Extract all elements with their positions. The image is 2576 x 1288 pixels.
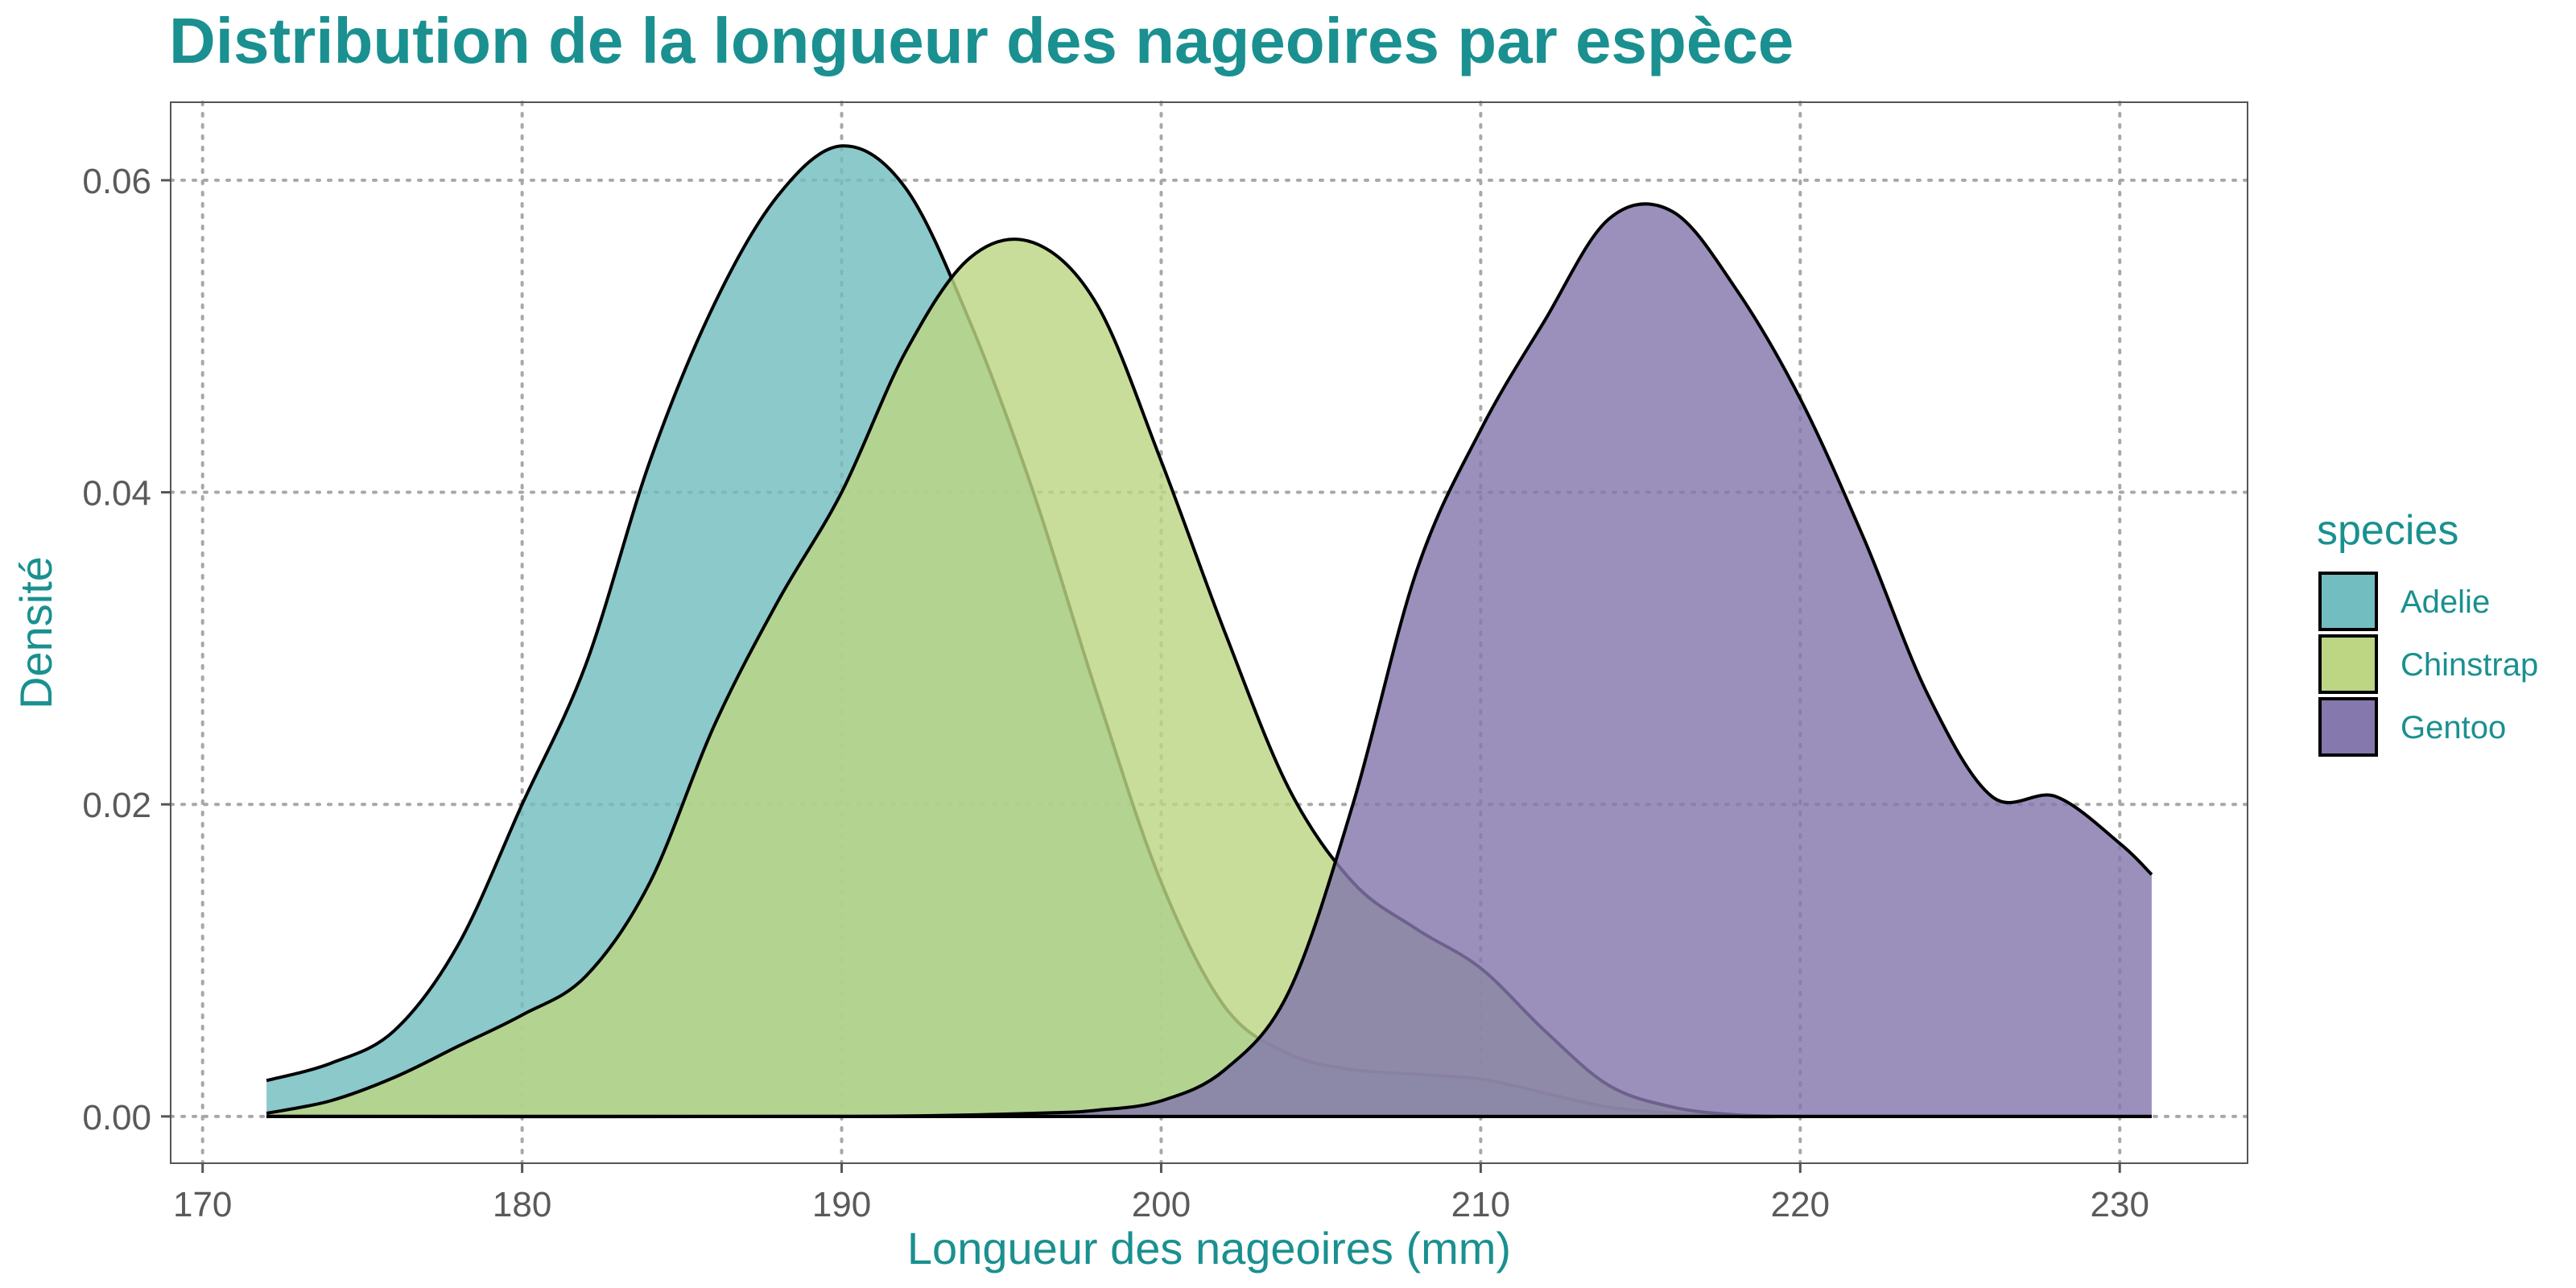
- x-tick-label: 170: [173, 1185, 232, 1224]
- density-outline-gentoo: [266, 202, 2153, 1119]
- y-tick-label: 0.02: [82, 786, 151, 825]
- legend-label-gentoo: Gentoo: [2401, 710, 2506, 745]
- x-tick-label: 200: [1132, 1185, 1191, 1224]
- plot-panel-border: [170, 101, 2248, 1164]
- density-area-gentoo: [266, 204, 2152, 1117]
- legend-label-chinstrap: Chinstrap: [2401, 647, 2538, 683]
- x-tick-label: 180: [493, 1185, 551, 1224]
- legend-swatch-gentoo: [2318, 697, 2378, 757]
- legend-swatch-chinstrap: [2318, 634, 2378, 694]
- x-tick-label: 230: [2091, 1185, 2149, 1224]
- x-tick-label: 220: [1771, 1185, 1830, 1224]
- y-axis-label: Densité: [10, 556, 61, 709]
- chart-title: Distribution de la longueur des nageoire…: [169, 5, 1794, 76]
- x-axis-label: Longueur des nageoires (mm): [907, 1223, 1511, 1274]
- x-axis-ticks: 170 180 190 200 210 220 230: [173, 1163, 2149, 1224]
- legend-swatch-adelie: [2318, 572, 2378, 631]
- y-tick-label: 0.04: [82, 474, 151, 514]
- legend-label-adelie: Adelie: [2401, 584, 2490, 620]
- density-area-chinstrap: [266, 239, 2152, 1117]
- legend: species Adelie Chinstrap Gentoo: [2317, 507, 2538, 757]
- y-tick-label: 0.00: [82, 1098, 151, 1137]
- legend-title: species: [2317, 507, 2458, 554]
- x-tick-label: 190: [812, 1185, 871, 1224]
- density-areas: [266, 144, 2153, 1119]
- y-tick-label: 0.06: [82, 162, 151, 201]
- x-tick-label: 210: [1451, 1185, 1510, 1224]
- y-axis-ticks: 0.00 0.02 0.04 0.06: [82, 162, 171, 1137]
